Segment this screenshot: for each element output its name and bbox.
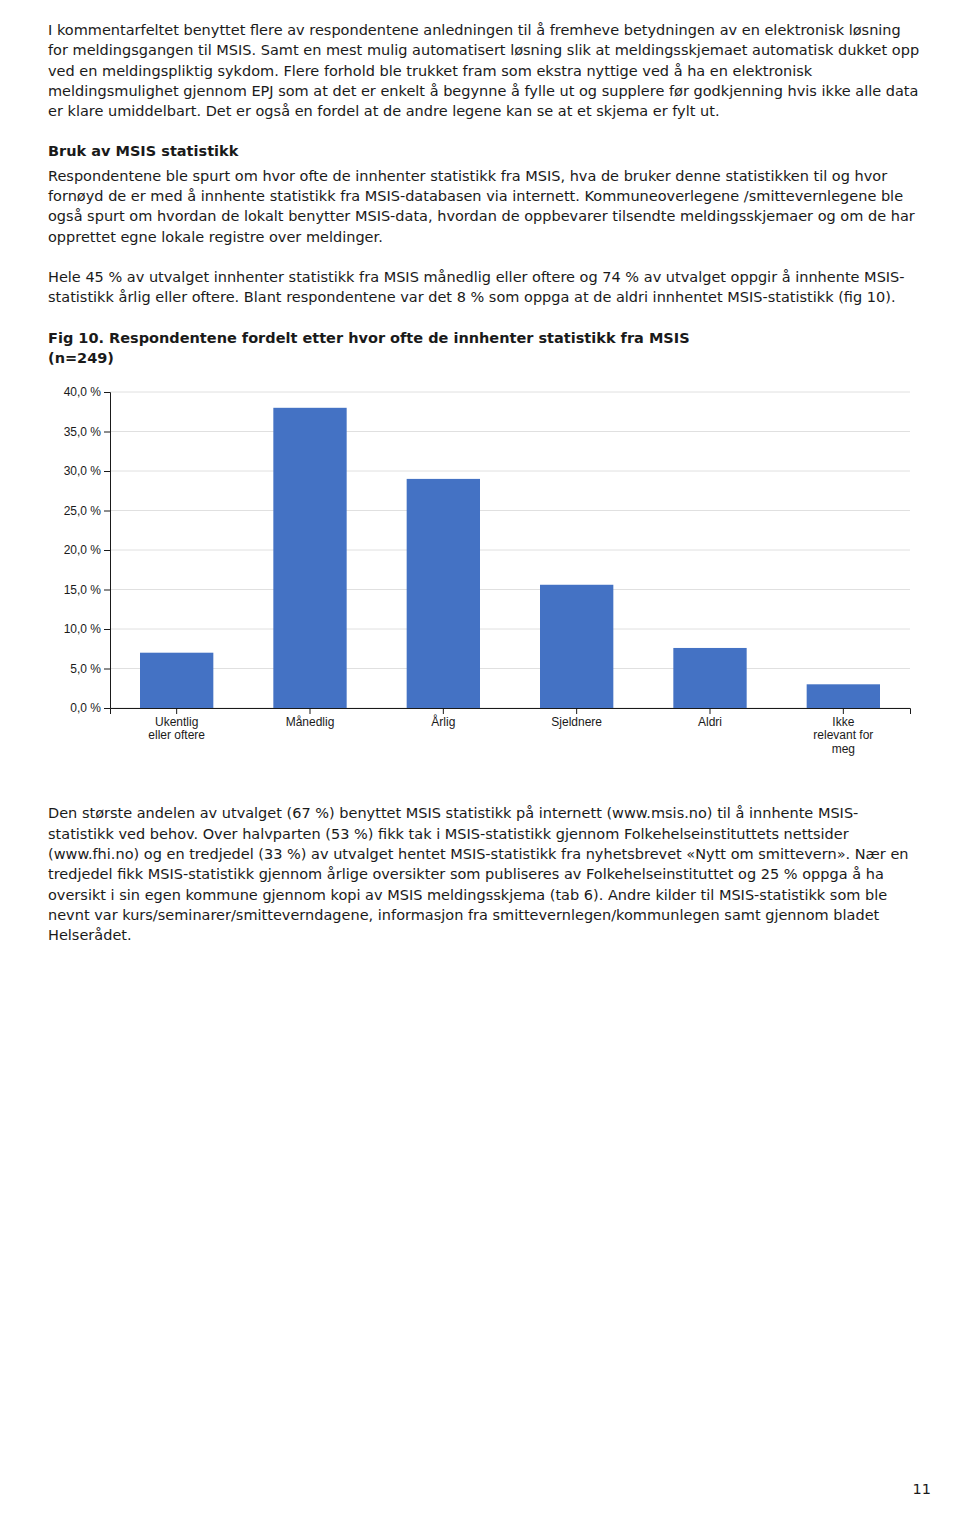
paragraph: Hele 45 % av utvalget innhenter statisti… [48, 267, 920, 308]
x-tick: Ikkerelevant formeg [813, 708, 873, 756]
bars [140, 408, 880, 708]
grid-line [110, 392, 910, 393]
y-tick-label: 35,0 % [64, 425, 102, 439]
y-tick-mark [104, 550, 110, 551]
x-tick-label-line: Ikke [832, 715, 854, 729]
y-tick-mark [104, 708, 110, 709]
body-text: I kommentarfeltet benyttet flere av resp… [48, 20, 920, 121]
x-tick-mark [310, 708, 311, 714]
chart-title: Fig 10. Respondentene fordelt etter hvor… [48, 328, 920, 348]
y-tick: 0,0 % [70, 701, 110, 715]
y-tick: 35,0 % [64, 425, 110, 439]
y-tick-label: 20,0 % [64, 543, 102, 557]
bar [407, 479, 480, 708]
x-axis-line [111, 709, 911, 715]
bar [273, 408, 346, 708]
y-tick-mark [104, 392, 110, 393]
x-tick: Ukentligeller oftere [148, 708, 205, 742]
x-tick-label: Aldri [698, 715, 722, 729]
x-tick-mark [176, 708, 177, 714]
x-tick-mark [576, 708, 577, 714]
y-tick-label: 10,0 % [64, 622, 102, 636]
grid-line [110, 629, 910, 630]
x-tick-label-line: Ukentlig [155, 715, 198, 729]
x-tick: Årlig [431, 708, 455, 729]
y-tick-mark [104, 471, 110, 472]
y-tick-mark [104, 629, 110, 630]
x-tick-label: Ukentligeller oftere [148, 715, 205, 743]
y-tick: 10,0 % [64, 622, 110, 636]
grid-line [110, 589, 910, 590]
grid-line [110, 510, 910, 511]
bar [673, 648, 746, 708]
y-tick-mark [104, 511, 110, 512]
footer-text: Den største andelen av utvalget (67 %) b… [48, 803, 920, 945]
x-tick-label: Årlig [431, 714, 455, 729]
grid-line [110, 668, 910, 669]
plot: 0,0 % 5,0 % 10,0 % 15,0 % 20,0 % 25,0 % 30,0 %… [64, 385, 911, 756]
x-tick-label-line: Årlig [431, 714, 455, 729]
x-axis: Ukentligeller oftere Månedlig Årlig Sjeldne… [111, 708, 911, 756]
y-tick-mark [104, 669, 110, 670]
x-tick-label-line: Sjeldnere [551, 715, 602, 729]
y-tick-label: 25,0 % [64, 504, 102, 518]
y-tick: 30,0 % [64, 464, 110, 478]
chart-subtitle: (n=249) [48, 348, 920, 368]
y-tick-mark [104, 432, 110, 433]
page-content: I kommentarfeltet benyttet flere av resp… [48, 20, 920, 966]
grid-line [110, 550, 910, 551]
y-tick: 40,0 % [64, 385, 110, 399]
chart: 0,0 % 5,0 % 10,0 % 15,0 % 20,0 % 25,0 % 30,0 %… [48, 378, 920, 783]
y-tick-label: 15,0 % [64, 583, 102, 597]
x-tick: Aldri [698, 708, 722, 729]
grid-line [110, 431, 910, 432]
section-body: Respondentene ble spurt om hvor ofte de … [48, 166, 920, 247]
x-tick-label: Ikkerelevant formeg [813, 715, 873, 757]
y-tick-label: 30,0 % [64, 464, 102, 478]
x-tick-label-line: Månedlig [286, 715, 335, 729]
x-tick: Månedlig [286, 708, 335, 729]
x-tick-label: Månedlig [286, 715, 335, 729]
y-tick: 25,0 % [64, 504, 110, 518]
grid-line [110, 471, 910, 472]
y-tick: 20,0 % [64, 543, 110, 557]
y-tick: 15,0 % [64, 583, 110, 597]
chart-svg: 0,0 % 5,0 % 10,0 % 15,0 % 20,0 % 25,0 % 30,0 %… [48, 378, 920, 778]
y-axis-line [104, 393, 111, 709]
x-tick-label-line: meg [832, 742, 855, 756]
y-tick-mark [104, 590, 110, 591]
x-tick-label: Sjeldnere [551, 715, 602, 729]
bar [540, 585, 613, 708]
bar [140, 653, 213, 708]
y-tick-label: 0,0 % [70, 701, 101, 715]
x-tick: Sjeldnere [551, 708, 602, 729]
x-tick-label-line: Aldri [698, 715, 722, 729]
x-tick-mark [710, 708, 711, 714]
y-tick-label: 40,0 % [64, 385, 102, 399]
x-tick-mark [443, 708, 444, 714]
x-tick-label-line: relevant for [813, 728, 873, 742]
y-tick: 5,0 % [70, 662, 110, 676]
section-title: Bruk av MSIS statistikk [48, 141, 920, 161]
x-tick-label-line: eller oftere [148, 728, 205, 742]
x-tick-mark [843, 708, 844, 714]
bar [807, 684, 880, 708]
page: {"body_text": "I kommentarfeltet benytte… [0, 0, 960, 1515]
y-axis: 0,0 % 5,0 % 10,0 % 15,0 % 20,0 % 25,0 % 30,0 %… [64, 385, 111, 715]
y-tick-label: 5,0 % [70, 662, 101, 676]
page-number: 11 [913, 1481, 931, 1497]
grid [110, 392, 910, 708]
